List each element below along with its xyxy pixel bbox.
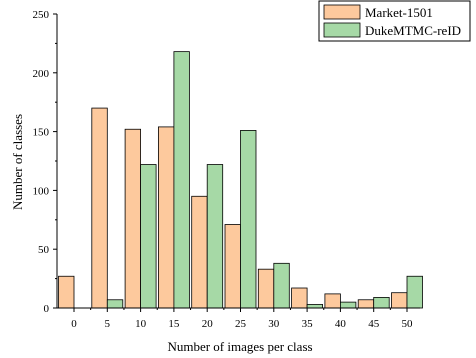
x-axis-title: Number of images per class [167, 339, 312, 354]
bar-series2-25 [240, 130, 257, 309]
bar-series2-45 [373, 297, 390, 309]
x-tick-label-45: 45 [368, 318, 380, 330]
bar-series1-10 [124, 128, 141, 309]
y-tick-label-200: 200 [33, 68, 50, 80]
bar-series1-20 [191, 195, 208, 309]
y-tick-label-0: 0 [44, 303, 50, 315]
x-tick-label-0: 0 [71, 318, 77, 330]
bar-series2-50 [406, 275, 423, 309]
legend-label-1: Market-1501 [365, 5, 433, 20]
bar-series2-20 [206, 164, 224, 309]
x-tick-label-50: 50 [402, 318, 414, 330]
bar-series2-15 [173, 51, 190, 309]
bar-series2-10 [140, 164, 157, 309]
x-tick-label-30: 30 [268, 318, 280, 330]
bar-series2-5 [106, 299, 124, 309]
y-tick-label-100: 100 [33, 185, 50, 197]
bar-series1-0 [58, 275, 75, 309]
x-tick-label-25: 25 [235, 318, 247, 330]
y-tick-label-150: 150 [33, 127, 50, 139]
bar-series1-5 [91, 107, 108, 309]
x-tick-label-35: 35 [302, 318, 314, 330]
x-tick-label-15: 15 [168, 318, 180, 330]
bar-series2-35 [306, 304, 324, 309]
legend-swatch-2 [323, 22, 361, 38]
bars-group [58, 51, 423, 309]
y-tick-label-250: 250 [33, 9, 50, 21]
y-tick-label-50: 50 [38, 244, 50, 256]
x-tick-label-5: 5 [105, 318, 111, 330]
legend-label-2: DukeMTMC-reID [365, 23, 461, 38]
ticks-group: 0 50 100 150 200 250 0 5 10 15 20 25 30 35 40 45 50 [33, 9, 414, 330]
bar-series1-45 [357, 299, 375, 309]
bar-series1-15 [157, 126, 175, 309]
x-tick-label-20: 20 [202, 318, 214, 330]
bar-series1-40 [324, 293, 341, 309]
legend-swatch-1 [323, 4, 361, 20]
x-tick-label-40: 40 [335, 318, 347, 330]
bar-series2-30 [273, 262, 290, 309]
bar-series1-25 [224, 224, 241, 309]
bar-series1-30 [257, 268, 275, 309]
x-tick-label-10: 10 [135, 318, 147, 330]
legend: Market-1501 DukeMTMC-reID [318, 0, 471, 42]
bar-series1-50 [391, 292, 408, 309]
bar-series2-40 [339, 301, 357, 309]
y-axis-title: Number of classes [10, 114, 25, 210]
bar-series1-35 [291, 287, 308, 309]
